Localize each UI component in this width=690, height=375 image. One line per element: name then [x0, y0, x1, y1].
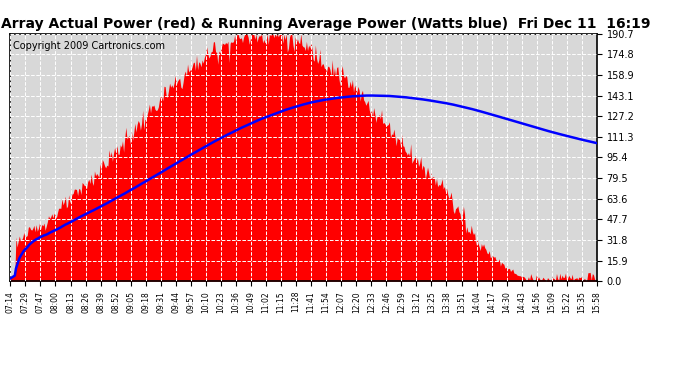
Title: West Array Actual Power (red) & Running Average Power (Watts blue)  Fri Dec 11  : West Array Actual Power (red) & Running …: [0, 17, 651, 31]
Text: Copyright 2009 Cartronics.com: Copyright 2009 Cartronics.com: [13, 41, 166, 51]
